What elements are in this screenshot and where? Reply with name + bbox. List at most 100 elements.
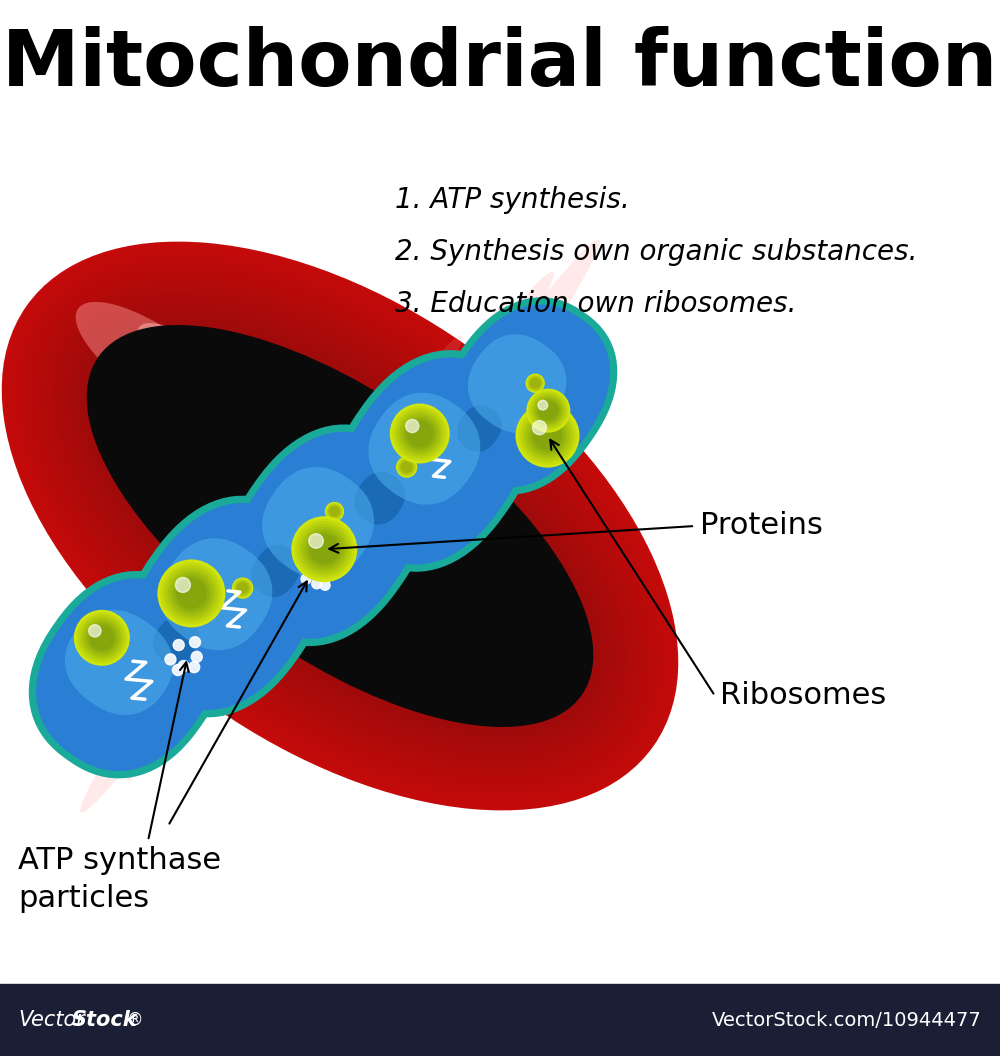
Circle shape: [78, 615, 125, 661]
Text: VectorStock.com/10944477: VectorStock.com/10944477: [712, 1011, 982, 1030]
Polygon shape: [122, 495, 328, 717]
Ellipse shape: [27, 266, 653, 786]
Text: Stock: Stock: [72, 1010, 138, 1030]
Circle shape: [165, 654, 176, 665]
Circle shape: [528, 391, 569, 431]
Polygon shape: [262, 467, 374, 579]
Polygon shape: [337, 357, 529, 565]
Circle shape: [532, 394, 565, 428]
Ellipse shape: [52, 290, 628, 761]
Text: 3. Education own ribosomes.: 3. Education own ribosomes.: [395, 290, 796, 318]
Circle shape: [526, 389, 570, 433]
Circle shape: [294, 518, 355, 580]
Ellipse shape: [44, 284, 636, 769]
Circle shape: [328, 505, 341, 518]
Circle shape: [83, 619, 121, 657]
Circle shape: [322, 572, 332, 582]
Ellipse shape: [34, 274, 646, 778]
Circle shape: [402, 463, 412, 472]
Ellipse shape: [87, 325, 593, 727]
Ellipse shape: [218, 303, 508, 716]
Ellipse shape: [73, 312, 607, 740]
Circle shape: [327, 504, 342, 520]
Polygon shape: [450, 396, 509, 460]
Circle shape: [85, 621, 119, 655]
Circle shape: [394, 409, 445, 458]
Ellipse shape: [5, 245, 675, 807]
Text: 1. ATP synthesis.: 1. ATP synthesis.: [395, 186, 630, 214]
Text: 2. Synthesis own organic substances.: 2. Synthesis own organic substances.: [395, 238, 918, 266]
Ellipse shape: [66, 304, 614, 748]
Circle shape: [406, 419, 419, 433]
Circle shape: [235, 581, 250, 596]
Circle shape: [530, 392, 567, 429]
Polygon shape: [65, 609, 173, 715]
Circle shape: [291, 516, 357, 582]
Circle shape: [538, 401, 558, 420]
Polygon shape: [457, 406, 502, 452]
Circle shape: [191, 652, 202, 662]
Ellipse shape: [9, 248, 671, 804]
Circle shape: [532, 420, 547, 435]
Circle shape: [190, 637, 201, 647]
Circle shape: [178, 660, 189, 672]
Circle shape: [526, 374, 544, 392]
Bar: [0, 984, 1000, 1056]
Ellipse shape: [55, 295, 625, 758]
Circle shape: [533, 396, 563, 426]
Circle shape: [163, 565, 220, 622]
Circle shape: [399, 459, 414, 474]
Polygon shape: [36, 579, 219, 771]
Circle shape: [312, 579, 322, 589]
Circle shape: [171, 572, 212, 615]
Circle shape: [89, 625, 101, 637]
Ellipse shape: [48, 287, 632, 765]
Text: Proteins: Proteins: [700, 511, 823, 541]
Ellipse shape: [172, 336, 462, 749]
Circle shape: [528, 376, 542, 390]
Circle shape: [89, 625, 114, 650]
Ellipse shape: [16, 256, 664, 796]
Ellipse shape: [59, 298, 621, 754]
Ellipse shape: [80, 318, 600, 734]
Circle shape: [172, 664, 183, 676]
Text: Vector: Vector: [18, 1010, 85, 1030]
Circle shape: [175, 578, 190, 592]
Ellipse shape: [62, 301, 618, 751]
Circle shape: [299, 524, 349, 574]
Circle shape: [527, 375, 543, 391]
Circle shape: [301, 574, 311, 584]
Circle shape: [233, 578, 253, 598]
Polygon shape: [29, 571, 227, 778]
Circle shape: [198, 598, 216, 616]
Circle shape: [307, 562, 317, 572]
Circle shape: [173, 576, 209, 611]
Ellipse shape: [310, 240, 600, 653]
Circle shape: [326, 503, 344, 521]
Circle shape: [234, 580, 251, 597]
Circle shape: [390, 403, 450, 464]
Circle shape: [74, 609, 130, 666]
Polygon shape: [368, 393, 480, 505]
Circle shape: [168, 570, 215, 617]
Circle shape: [189, 662, 200, 673]
Polygon shape: [153, 617, 200, 664]
Ellipse shape: [69, 308, 611, 744]
Ellipse shape: [20, 259, 660, 793]
Circle shape: [307, 532, 342, 567]
Polygon shape: [146, 607, 207, 674]
Circle shape: [236, 582, 249, 595]
Circle shape: [398, 458, 415, 476]
Circle shape: [406, 420, 433, 447]
Polygon shape: [441, 304, 610, 487]
Circle shape: [176, 578, 207, 608]
Circle shape: [238, 583, 248, 593]
Circle shape: [304, 529, 344, 569]
Circle shape: [526, 414, 569, 457]
Text: ®: ®: [127, 1011, 144, 1029]
Polygon shape: [346, 461, 413, 534]
Circle shape: [80, 617, 123, 659]
Circle shape: [296, 522, 352, 577]
Ellipse shape: [76, 315, 604, 737]
Ellipse shape: [137, 323, 223, 389]
